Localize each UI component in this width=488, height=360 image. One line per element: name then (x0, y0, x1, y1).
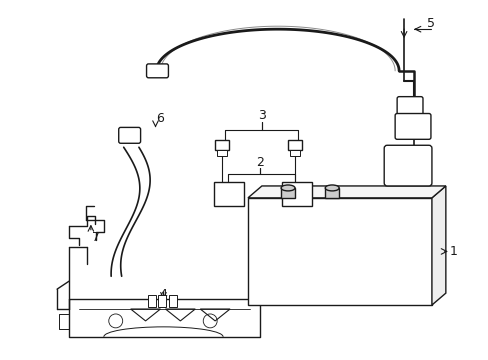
Bar (147, 295, 155, 307)
FancyBboxPatch shape (214, 182, 244, 206)
Text: 7: 7 (92, 231, 100, 244)
Bar (217, 150, 226, 156)
Polygon shape (247, 186, 445, 198)
Bar (158, 295, 166, 307)
FancyBboxPatch shape (119, 127, 141, 143)
Text: 3: 3 (258, 109, 265, 122)
FancyBboxPatch shape (281, 182, 311, 206)
Polygon shape (431, 186, 445, 305)
Text: 6: 6 (156, 112, 164, 125)
FancyBboxPatch shape (396, 96, 422, 118)
Bar (288, 190, 300, 197)
Bar (215, 140, 228, 150)
Bar (325, 188, 339, 198)
FancyBboxPatch shape (384, 145, 431, 186)
Text: 2: 2 (255, 156, 264, 168)
Text: 1: 1 (449, 245, 457, 258)
Bar (287, 140, 301, 150)
Bar (289, 150, 299, 156)
Ellipse shape (325, 185, 339, 191)
FancyBboxPatch shape (394, 113, 430, 139)
FancyBboxPatch shape (146, 64, 168, 78)
Bar (281, 188, 294, 198)
Ellipse shape (281, 185, 294, 191)
Bar (247, 198, 431, 305)
Bar (169, 295, 177, 307)
Text: 5: 5 (426, 17, 434, 30)
Bar (216, 190, 227, 197)
Text: 4: 4 (159, 288, 167, 301)
